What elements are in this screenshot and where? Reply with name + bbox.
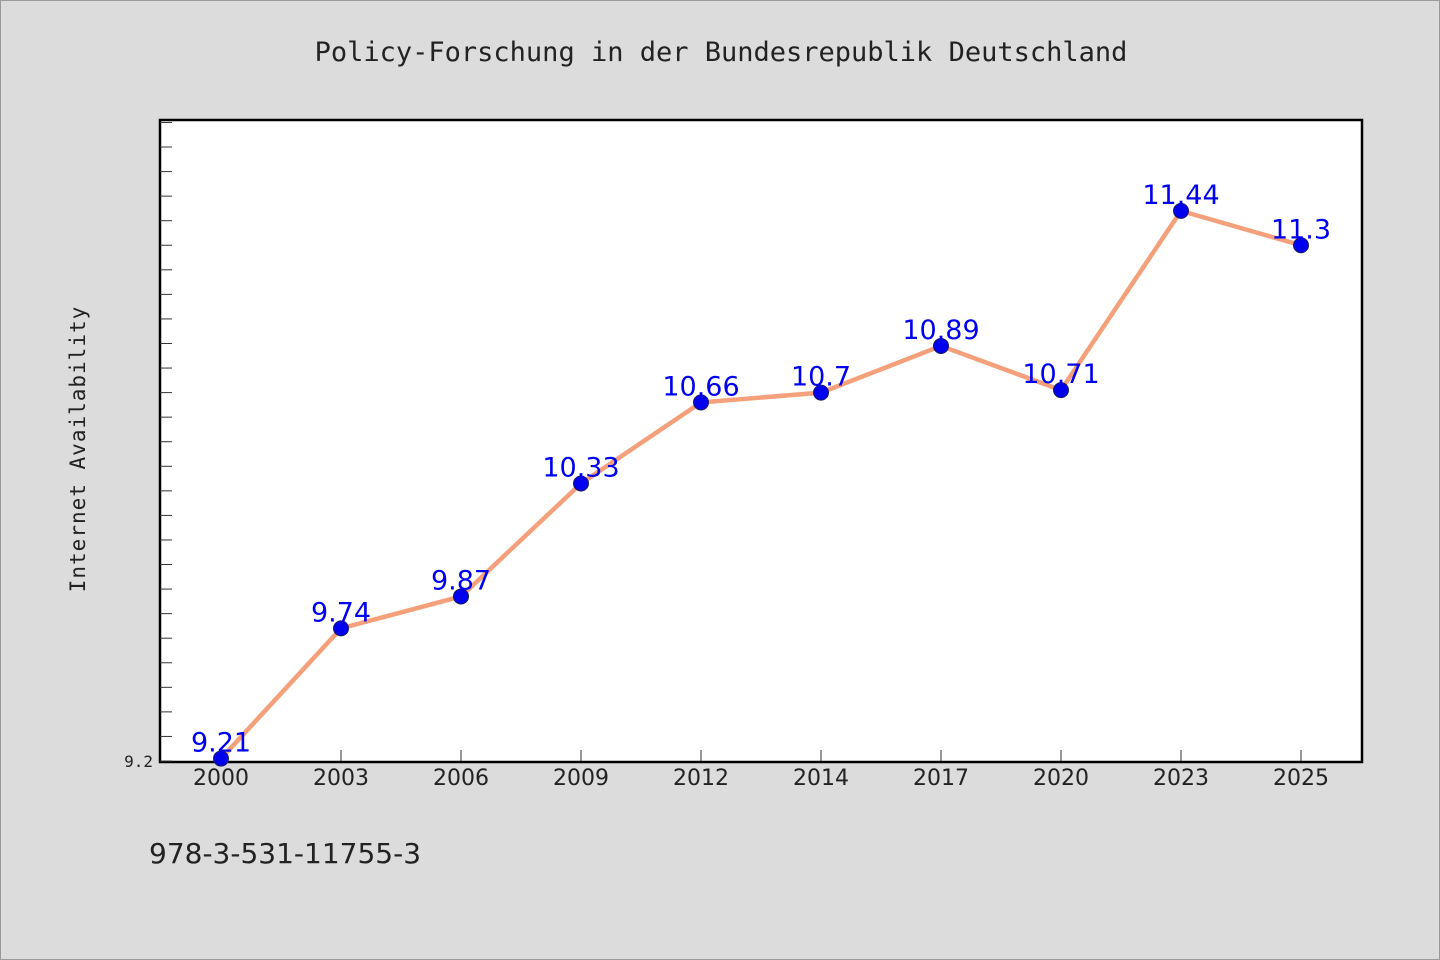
data-label: 10.7: [791, 362, 851, 393]
data-point: [573, 475, 589, 492]
data-label: 11.44: [1142, 180, 1219, 211]
isbn-footer: 978-3-531-11755-3: [149, 837, 421, 870]
series-line: [218, 208, 1304, 761]
plot-area: [158, 118, 1364, 764]
data-label: 9.21: [191, 728, 251, 759]
data-point: [693, 394, 709, 411]
data-label-group: 9.21 9.74 9.87 10.33 10.66 10.7 10.89 10.71 11.4…: [191, 180, 1331, 759]
chart-title: Policy-Forschung in der Bundesrepublik D…: [315, 37, 1128, 68]
data-label: 11.3: [1271, 214, 1331, 245]
data-label: 10.33: [542, 452, 619, 483]
data-point: [453, 588, 469, 605]
data-point: [1173, 202, 1189, 219]
data-label: 9.74: [311, 597, 371, 628]
x-tick-label: 2012: [673, 766, 729, 791]
x-tick-label: 2000: [193, 766, 249, 791]
data-label: 10.89: [902, 315, 979, 346]
data-point: [333, 620, 349, 637]
x-axis-ticks: 2000 2003 2006 2009 2012 2014 2017 2020 2023 2025: [193, 750, 1329, 791]
data-point: [813, 384, 829, 401]
x-tick-label: 2003: [313, 766, 369, 791]
y-axis-label: Internet Availability: [66, 306, 90, 593]
x-tick-label: 2014: [793, 766, 849, 791]
y-tick-label: 9.2: [124, 752, 153, 771]
x-tick-label: 2025: [1273, 766, 1329, 791]
data-label: 10.66: [662, 371, 739, 402]
data-point: [933, 337, 949, 354]
x-tick-label: 2009: [553, 766, 609, 791]
data-point: [1293, 237, 1309, 254]
data-label: 10.71: [1022, 359, 1099, 390]
x-tick-label: 2017: [913, 766, 969, 791]
data-label: 9.87: [431, 565, 491, 596]
data-point: [213, 750, 229, 767]
data-point: [1053, 382, 1069, 399]
x-tick-label: 2006: [433, 766, 489, 791]
series-group: [218, 208, 1304, 761]
x-tick-label: 2023: [1153, 766, 1209, 791]
marker-group: [213, 202, 1309, 767]
y-axis-ticks: 9.2: [124, 121, 172, 771]
x-tick-label: 2020: [1033, 766, 1089, 791]
